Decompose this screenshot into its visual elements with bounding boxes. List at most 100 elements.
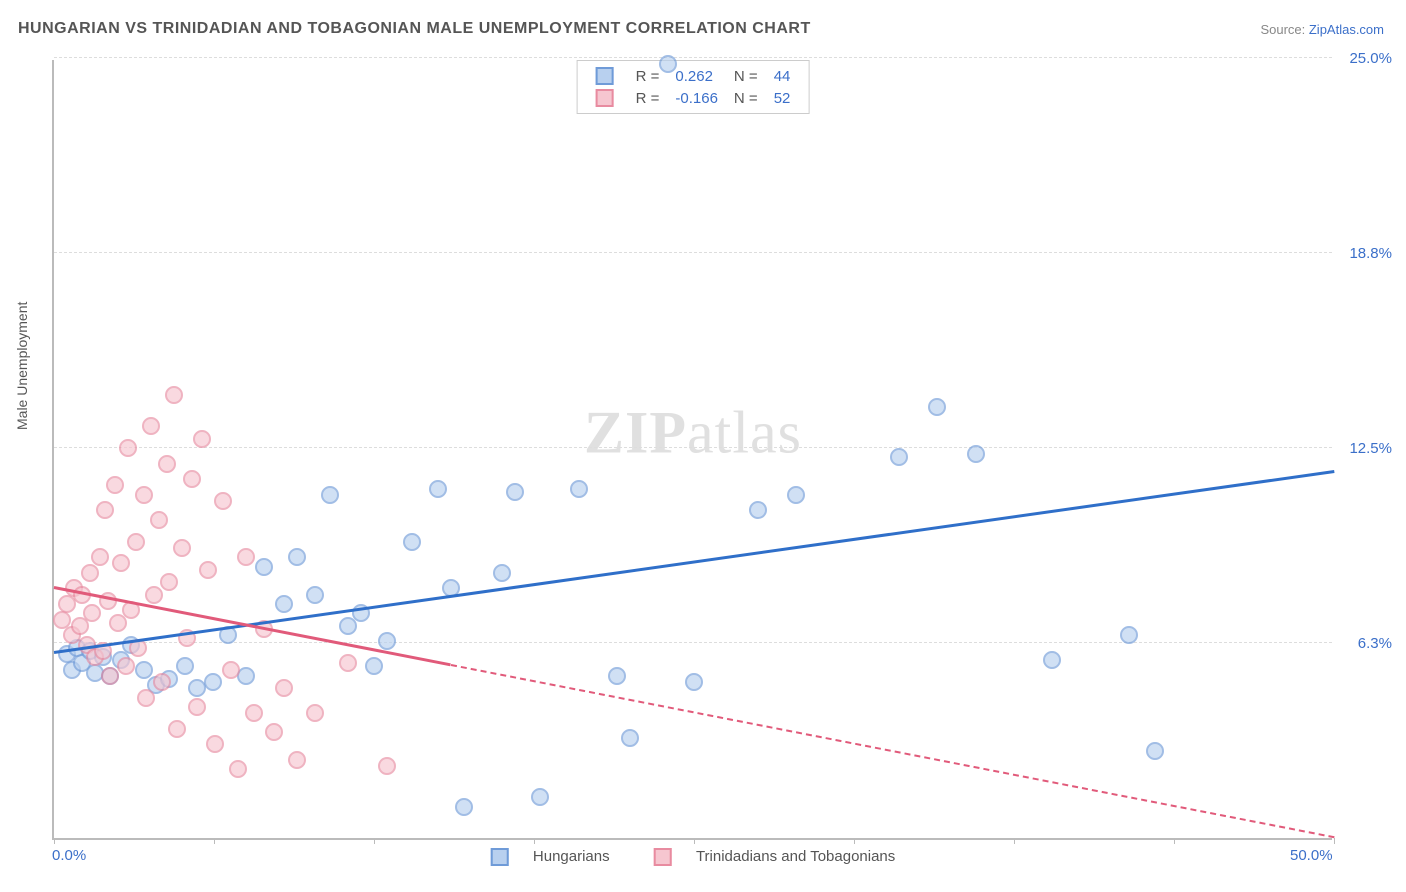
series-name-trinidadians: Trinidadians and Tobagonians [696,848,895,865]
marker-trinidadian [173,539,191,557]
marker-hungarian [1120,626,1138,644]
x-tick-mark [694,838,695,844]
marker-hungarian [288,548,306,566]
marker-trinidadian [222,661,240,679]
marker-trinidadian [378,757,396,775]
marker-trinidadian [214,492,232,510]
marker-hungarian [378,632,396,650]
marker-hungarian [455,798,473,816]
marker-trinidadian [117,657,135,675]
marker-hungarian [1146,742,1164,760]
swatch-hungarians [596,67,614,85]
marker-trinidadian [137,689,155,707]
marker-trinidadian [265,723,283,741]
marker-trinidadian [83,604,101,622]
marker-trinidadian [106,476,124,494]
marker-trinidadian [81,564,99,582]
x-tick-label: 50.0% [1290,847,1333,864]
y-tick-label: 6.3% [1337,635,1392,652]
watermark: ZIPatlas [584,399,802,468]
chart-title: HUNGARIAN VS TRINIDADIAN AND TOBAGONIAN … [18,20,811,38]
marker-hungarian [506,483,524,501]
marker-trinidadian [275,679,293,697]
x-tick-mark [1014,838,1015,844]
marker-hungarian [493,564,511,582]
marker-hungarian [890,448,908,466]
marker-hungarian [570,480,588,498]
y-tick-label: 12.5% [1337,440,1392,457]
marker-hungarian [967,445,985,463]
marker-hungarian [306,586,324,604]
swatch-trinidadians [596,89,614,107]
marker-hungarian [204,673,222,691]
marker-hungarian [659,55,677,73]
marker-trinidadian [188,698,206,716]
legend-row-hungarians: R = 0.262 N = 44 [588,65,799,87]
watermark-light: atlas [687,400,802,466]
x-tick-mark [214,838,215,844]
marker-trinidadian [288,751,306,769]
gridline [54,57,1332,58]
marker-hungarian [275,595,293,613]
marker-hungarian [429,480,447,498]
n-label: N = [726,65,766,87]
marker-trinidadian [127,533,145,551]
y-axis-label: Male Unemployment [14,302,30,430]
n-value-trinidadians: 52 [766,87,799,109]
marker-trinidadian [142,417,160,435]
swatch-hungarians [491,848,509,866]
y-tick-label: 25.0% [1337,50,1392,67]
trend-line [451,664,1335,838]
marker-trinidadian [91,548,109,566]
marker-trinidadian [237,548,255,566]
n-value-hungarians: 44 [766,65,799,87]
marker-hungarian [608,667,626,685]
legend-series: Hungarians Trinidadians and Tobagonians [471,848,916,866]
marker-trinidadian [96,501,114,519]
marker-hungarian [621,729,639,747]
x-tick-mark [854,838,855,844]
watermark-bold: ZIP [584,400,687,466]
marker-hungarian [176,657,194,675]
marker-trinidadian [158,455,176,473]
marker-hungarian [135,661,153,679]
marker-hungarian [787,486,805,504]
marker-hungarian [237,667,255,685]
marker-trinidadian [112,554,130,572]
marker-trinidadian [150,511,168,529]
marker-hungarian [531,788,549,806]
marker-hungarian [685,673,703,691]
marker-trinidadian [183,470,201,488]
marker-trinidadian [199,561,217,579]
legend-correlation: R = 0.262 N = 44 R = -0.166 N = 52 [577,60,810,114]
marker-trinidadian [119,439,137,457]
marker-trinidadian [153,673,171,691]
source-link[interactable]: ZipAtlas.com [1309,22,1384,37]
marker-hungarian [321,486,339,504]
source-prefix: Source: [1260,22,1308,37]
y-tick-label: 18.8% [1337,245,1392,262]
source-credit: Source: ZipAtlas.com [1260,22,1384,37]
marker-trinidadian [135,486,153,504]
r-value-trinidadians: -0.166 [667,87,726,109]
marker-trinidadian [145,586,163,604]
legend-row-trinidadians: R = -0.166 N = 52 [588,87,799,109]
marker-trinidadian [193,430,211,448]
marker-hungarian [403,533,421,551]
marker-hungarian [749,501,767,519]
x-tick-mark [54,838,55,844]
marker-trinidadian [165,386,183,404]
marker-trinidadian [160,573,178,591]
gridline [54,642,1332,643]
x-tick-mark [534,838,535,844]
marker-hungarian [365,657,383,675]
marker-trinidadian [206,735,224,753]
r-label: R = [628,87,668,109]
marker-hungarian [928,398,946,416]
marker-hungarian [1043,651,1061,669]
marker-trinidadian [245,704,263,722]
gridline [54,447,1332,448]
plot-area: ZIPatlas R = 0.262 N = 44 R = -0.166 N =… [52,60,1332,840]
x-tick-mark [1174,838,1175,844]
x-tick-mark [1334,838,1335,844]
